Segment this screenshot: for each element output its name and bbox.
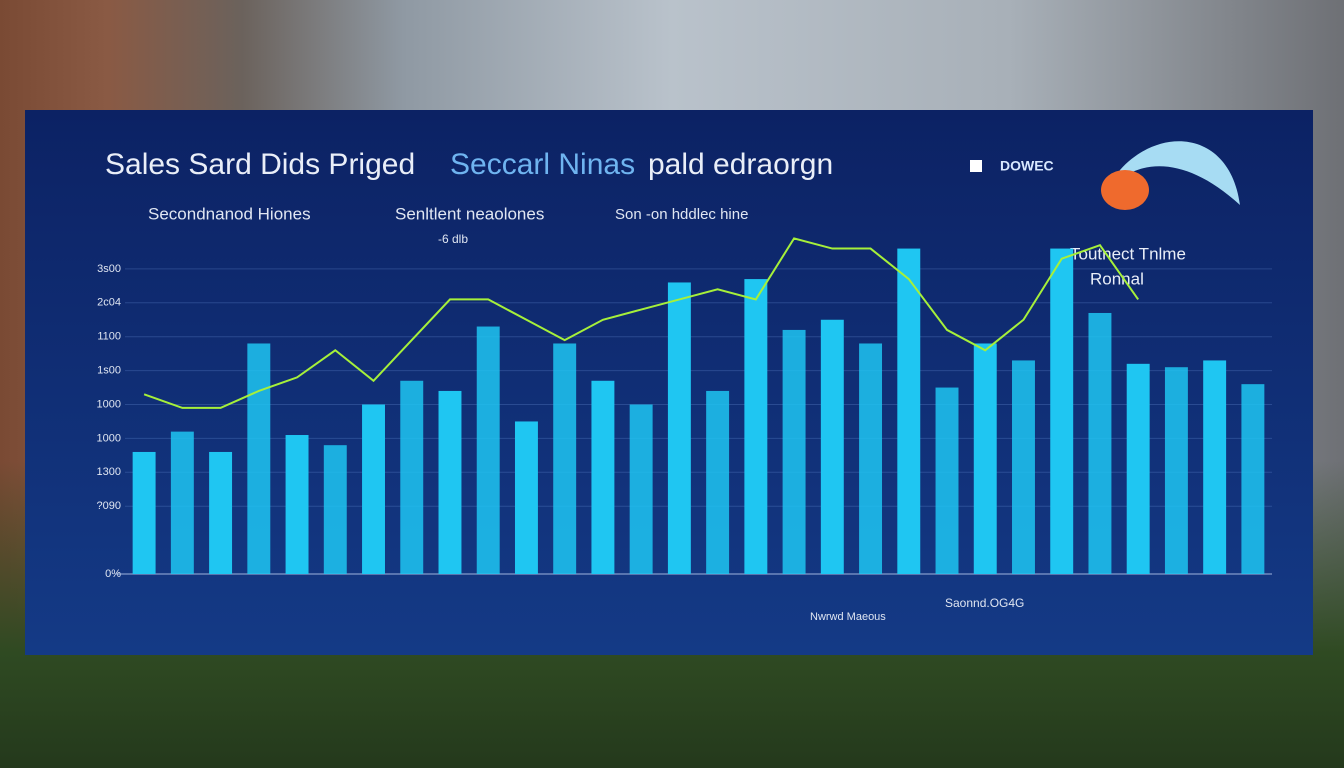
bar [935,387,959,574]
line-series [143,237,1139,409]
decor-shape [1105,141,1240,205]
y-tick-label: 0% [105,568,121,580]
bar [514,421,538,574]
bar [973,343,997,574]
bar [553,343,577,574]
bar [362,404,385,574]
decor-dot [1101,170,1149,210]
bar [1203,360,1227,574]
bar [1012,360,1035,574]
annotation: -6 dlb [438,232,468,246]
chart-title: Sales Sard Dids Priged [105,148,415,181]
bar [400,380,424,574]
bar [476,326,500,574]
footer-note: Nwrwd Maeous [810,611,886,623]
y-tick-label: 1000 [97,432,121,444]
panel-label: Senltlent neaolones [395,204,544,223]
side-note: Toutnect Tnlme [1070,244,1186,263]
y-tick-label: 1s00 [97,365,121,377]
bar [438,390,462,574]
bar [897,248,921,574]
bar [1164,367,1188,574]
bar [820,319,844,574]
bar [1050,248,1074,574]
y-tick-label: 1000 [97,398,121,410]
bar [591,380,615,574]
footer-note: Saonnd.OG4G [945,596,1024,610]
bar [247,343,271,574]
side-note: Ronnal [1090,269,1144,288]
bar [323,445,347,574]
bar [629,404,653,574]
y-tick-label: 1100 [97,331,121,343]
bar [706,390,730,574]
y-tick-label: ?090 [97,500,121,512]
bar [1241,384,1265,574]
bar [170,431,194,574]
y-tick-label: 2c04 [97,297,121,309]
bar [667,282,691,574]
panel-label: Son -on hddlec hine [615,206,748,223]
y-tick-label: 1300 [97,466,121,478]
bar [209,451,233,574]
bar [1088,312,1112,574]
legend-label: DOWEC [1000,158,1054,174]
legend-swatch [970,160,982,172]
y-tick-label: 3s00 [97,263,121,275]
bar [744,279,768,574]
bar [285,435,309,574]
bar [782,329,806,574]
bar [859,343,883,574]
panel-label: Secondnanod Hiones [148,204,311,223]
bar [1126,363,1150,574]
bar [132,451,156,574]
chart-title-accent: Seccarl Ninas [450,148,635,181]
chart-title-end: pald edraorgn [648,148,833,181]
